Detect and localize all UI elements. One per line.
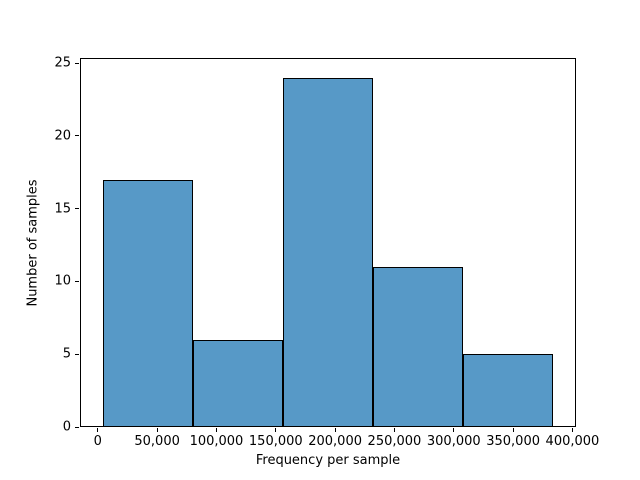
x-tick-label: 300,000 — [426, 434, 481, 449]
x-tick-label: 50,000 — [134, 434, 180, 449]
histogram-bar — [102, 179, 193, 427]
x-tick-label: 150,000 — [248, 434, 303, 449]
y-tick-label: 0 — [62, 419, 71, 435]
x-tick-label: 350,000 — [486, 434, 540, 449]
histogram-bar — [192, 339, 283, 427]
y-axis-label: Number of samples — [25, 178, 41, 307]
histogram-bar — [463, 354, 554, 427]
y-tick-mark — [75, 353, 79, 355]
y-tick-label: 5 — [62, 346, 71, 362]
y-tick-mark — [75, 62, 79, 64]
x-tick-mark — [334, 428, 336, 432]
x-tick-mark — [215, 428, 217, 432]
histogram-bar — [282, 77, 374, 427]
x-tick-mark — [97, 428, 99, 432]
x-tick-label: 0 — [93, 434, 102, 449]
histogram-bar — [373, 266, 464, 427]
y-tick-label: 10 — [54, 273, 71, 289]
x-tick-label: 400,000 — [545, 434, 600, 449]
y-tick-label: 15 — [54, 201, 71, 217]
y-tick-mark — [75, 426, 79, 428]
x-tick-label: 100,000 — [189, 434, 244, 449]
y-tick-mark — [75, 135, 79, 137]
x-tick-mark — [156, 428, 158, 432]
y-tick-label: 20 — [54, 128, 71, 144]
y-tick-mark — [75, 280, 79, 282]
x-tick-label: 250,000 — [367, 434, 422, 449]
y-tick-mark — [75, 208, 79, 210]
x-tick-mark — [512, 428, 514, 432]
x-tick-mark — [571, 428, 573, 432]
x-tick-mark — [453, 428, 455, 432]
x-axis-label: Frequency per sample — [255, 453, 401, 468]
x-tick-label: 200,000 — [308, 434, 362, 449]
x-tick-mark — [275, 428, 277, 432]
x-tick-mark — [393, 428, 395, 432]
y-tick-label: 25 — [54, 55, 71, 71]
